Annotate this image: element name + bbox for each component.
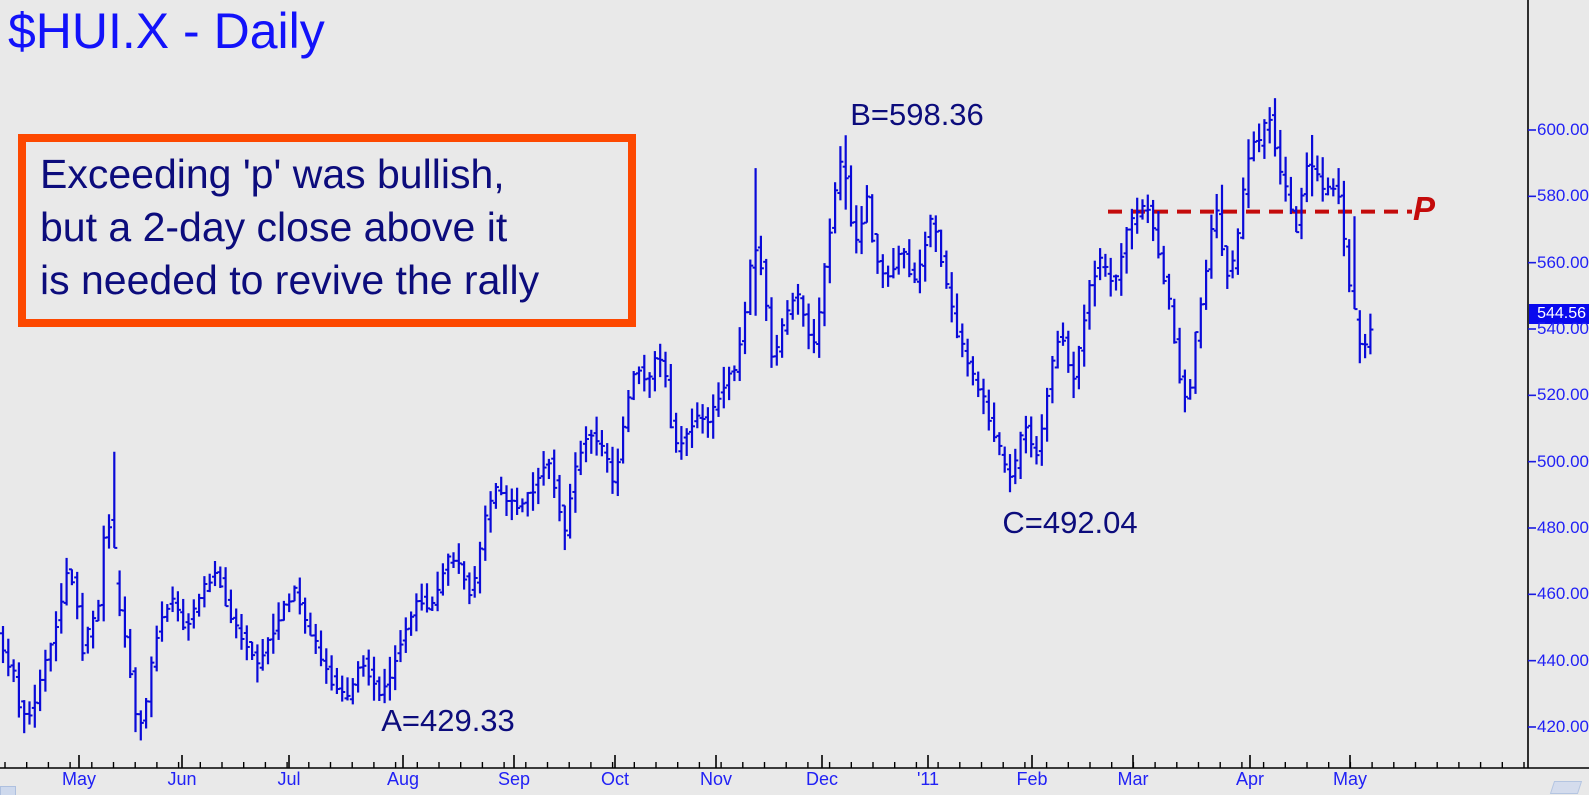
month-label-11: '11 [916,769,940,789]
price-label-540: 540.00 [1537,318,1589,338]
month-label-Aug: Aug [386,769,420,789]
month-label-Oct: Oct [600,769,630,789]
corner-artifact-icon [0,786,16,795]
price-label-580: 580.00 [1537,186,1589,206]
month-label-Mar: Mar [1117,769,1149,789]
price-label-500: 500.00 [1537,451,1589,471]
annotation-box: Exceeding 'p' was bullish, but a 2-day c… [18,134,636,327]
price-label-480: 480.00 [1537,517,1589,537]
price-label-460: 460.00 [1537,584,1589,604]
annotation-line-2: but a 2-day close above it [40,204,508,250]
month-label-May: May [1332,769,1368,789]
month-label-Feb: Feb [1016,769,1048,789]
month-label-Jul: Jul [277,769,301,789]
point-c-label: C=492.04 [1002,505,1138,540]
last-price-badge: 544.56 [1529,304,1589,324]
page-title: $HUI.X - Daily [8,3,325,59]
pivot-p-label: P [1413,190,1436,227]
annotation-line-3: is needed to revive the rally [40,257,540,303]
month-label-Dec: Dec [805,769,839,789]
month-label-Sep: Sep [497,769,531,789]
price-label-520: 520.00 [1537,385,1589,405]
month-label-Apr: Apr [1235,769,1265,789]
price-label-440: 440.00 [1537,650,1589,670]
corner-artifact-icon [1549,781,1583,794]
price-label-600: 600.00 [1537,120,1589,139]
month-label-Nov: Nov [699,769,733,789]
point-b-label: B=598.36 [850,97,984,132]
month-label-May: May [61,769,97,789]
annotation-line-1: Exceeding 'p' was bullish, [40,151,505,197]
point-a-label: A=429.33 [381,703,515,738]
month-label-Jun: Jun [167,769,197,789]
price-label-420: 420.00 [1537,716,1589,736]
price-label-560: 560.00 [1537,252,1589,272]
